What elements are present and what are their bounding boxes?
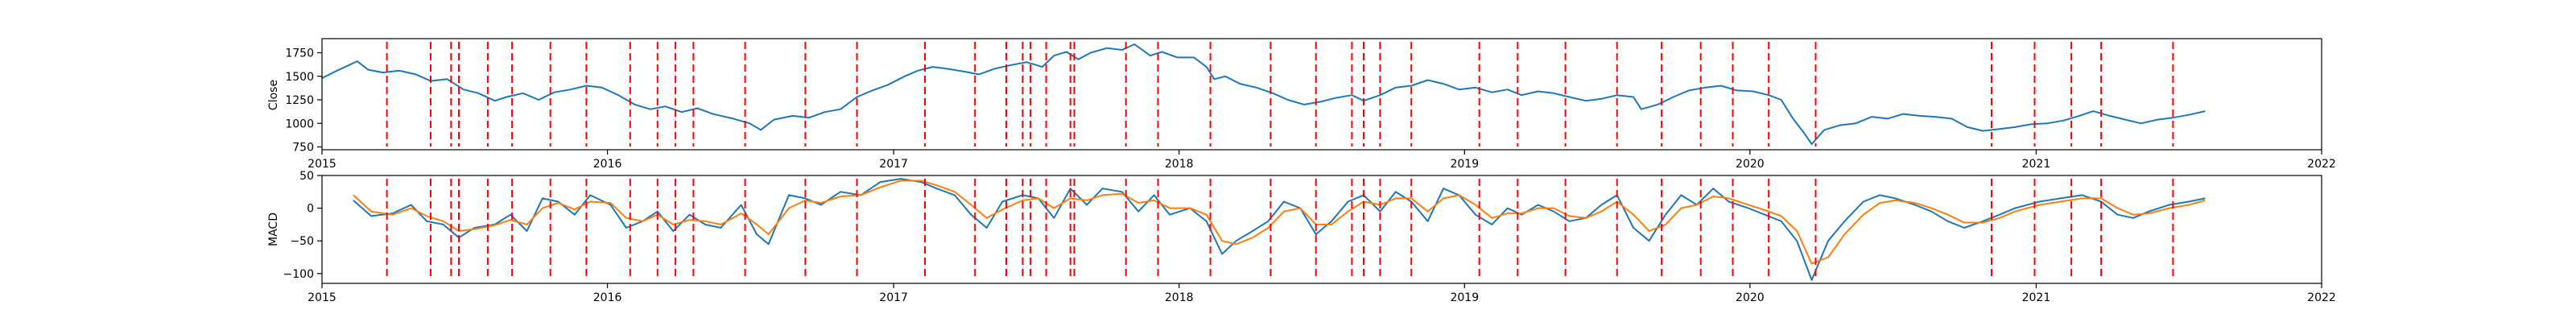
close-x-tick-label-5: 2020 — [1736, 158, 1765, 171]
close-series-line-0 — [322, 43, 2206, 145]
close-price-panel: Close 2015 2016 2017 2018 2019 2020 2021 2022 75… — [267, 38, 2336, 171]
close-x-tick-label-0: 2015 — [308, 158, 336, 171]
macd-panel: MACD 2015 2016 2017 2018 2019 2020 2021 2022 −10… — [267, 170, 2336, 304]
close-y-tick-label-2: 1250 — [285, 94, 314, 107]
close-x-tick-label-6: 2021 — [2022, 158, 2051, 171]
close-x-tick-label-7: 2022 — [2307, 158, 2336, 171]
close-plot-frame — [321, 38, 2322, 151]
macd-x-tick-label-5: 2020 — [1736, 291, 1765, 304]
close-y-axis-label: Close — [267, 80, 280, 110]
macd-x-tick-label-4: 2019 — [1450, 291, 1479, 304]
macd-plot-frame — [321, 175, 2322, 284]
close-y-tick-label-1: 1000 — [285, 118, 314, 130]
macd-x-tick-label-3: 2018 — [1165, 291, 1194, 304]
macd-x-tick-label-6: 2021 — [2022, 291, 2051, 304]
macd-y-tick-label-1: −50 — [290, 235, 314, 248]
close-y-tick-label-3: 1500 — [285, 71, 314, 84]
close-x-tick-label-2: 2017 — [879, 158, 908, 171]
macd-y-tick-label-0: −100 — [283, 268, 314, 281]
close-x-tick-label-1: 2016 — [593, 158, 622, 171]
macd-y-tick-label-2: 0 — [307, 203, 314, 216]
close-y-tick-label-0: 750 — [292, 141, 314, 154]
macd-x-tick-label-2: 2017 — [879, 291, 908, 304]
macd-y-tick-label-3: 50 — [299, 170, 314, 183]
macd-x-tick-label-0: 2015 — [308, 291, 336, 304]
close-x-tick-label-3: 2018 — [1165, 158, 1194, 171]
macd-x-tick-label-7: 2022 — [2307, 291, 2336, 304]
macd-series-line-1 — [353, 180, 2206, 265]
macd-x-tick-label-1: 2016 — [593, 291, 622, 304]
close-y-tick-label-4: 1750 — [285, 47, 314, 60]
macd-y-axis-label: MACD — [267, 213, 280, 246]
close-x-tick-label-4: 2019 — [1450, 158, 1479, 171]
